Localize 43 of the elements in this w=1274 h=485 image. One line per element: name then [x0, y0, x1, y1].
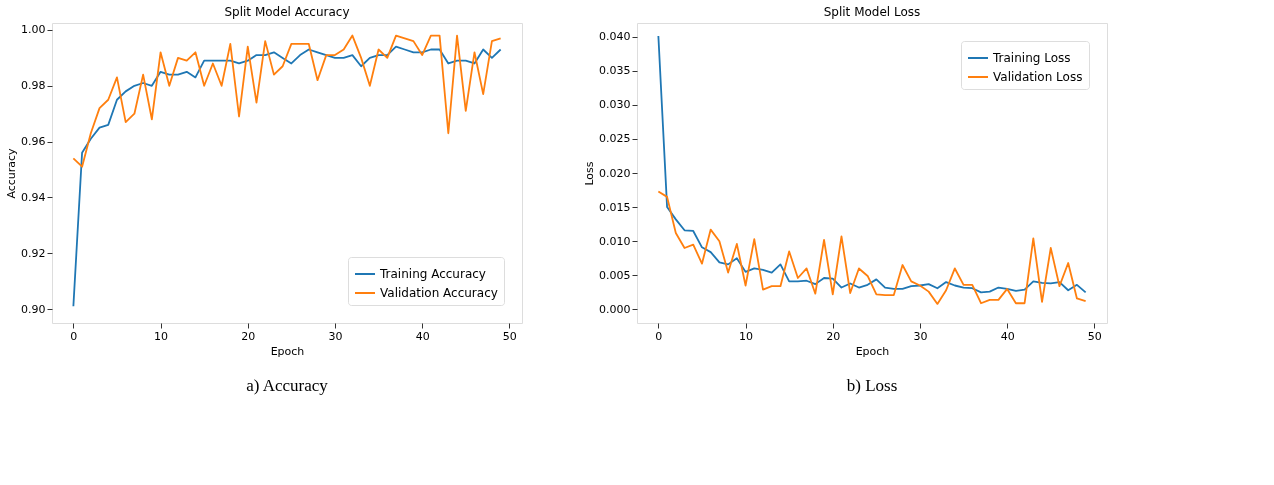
legend-label: Training Loss: [992, 51, 1071, 65]
chart-title: Split Model Accuracy: [224, 5, 350, 19]
y-tick-label: 0.92: [21, 246, 46, 260]
x-tick-label: 30: [328, 329, 343, 343]
line-series: [657, 190, 1087, 305]
x-tick-label: 30: [913, 329, 928, 343]
y-axis-title: Loss: [583, 161, 597, 186]
y-tick-label: 1.00: [21, 23, 46, 37]
x-tick-label: 20: [241, 329, 256, 343]
x-tick-label: 40: [415, 329, 430, 343]
y-tick-label: 0.015: [599, 200, 631, 214]
x-tick-label: 20: [826, 329, 841, 343]
y-tick-label: 0.035: [599, 64, 631, 78]
legend-label: Training Accuracy: [379, 267, 486, 281]
x-tick-label: 40: [1000, 329, 1015, 343]
y-axis-title: Accuracy: [5, 147, 19, 199]
y-tick-label: 0.000: [599, 302, 631, 316]
x-tick-label: 0: [655, 329, 663, 343]
line-series: [657, 35, 1087, 294]
x-tick-label: 10: [739, 329, 754, 343]
text: a) Accuracy: [246, 376, 329, 395]
x-tick-label: 50: [1087, 329, 1102, 343]
line-series: [72, 45, 502, 308]
legend-label: Validation Loss: [993, 70, 1083, 84]
y-tick-label: 0.025: [599, 132, 631, 146]
x-tick-label: 0: [70, 329, 78, 343]
y-tick-label: 0.040: [599, 30, 631, 44]
x-axis-title: Epoch: [855, 344, 890, 358]
legend-label: Validation Accuracy: [380, 286, 498, 300]
y-tick-label: 0.020: [599, 166, 631, 180]
y-tick-label: 0.010: [599, 234, 631, 248]
y-tick-label: 0.005: [599, 268, 631, 282]
y-tick-label: 0.030: [599, 98, 631, 112]
line-series: [72, 34, 502, 168]
x-tick-label: 10: [154, 329, 169, 343]
text: b) Loss: [846, 376, 898, 395]
y-tick-label: 0.98: [21, 79, 46, 93]
y-tick-label: 0.96: [21, 135, 46, 149]
x-tick-label: 50: [502, 329, 517, 343]
x-axis-title: Epoch: [270, 344, 305, 358]
chart-title: Split Model Loss: [823, 5, 921, 19]
y-tick-label: 0.94: [21, 190, 46, 204]
y-tick-label: 0.90: [21, 302, 46, 316]
